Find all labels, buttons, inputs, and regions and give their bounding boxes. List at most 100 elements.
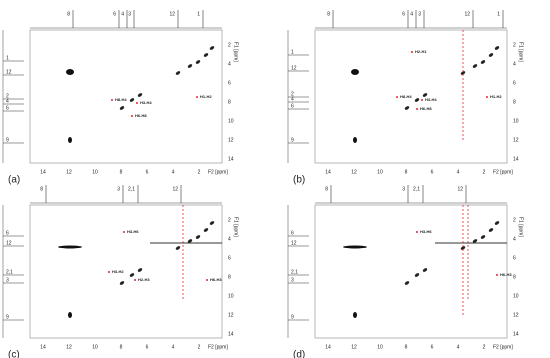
left-label: 6 <box>6 105 9 111</box>
y-tick-label: 4 <box>513 61 516 67</box>
x-tick-label: 8 <box>120 169 123 175</box>
cross-peak <box>137 268 143 272</box>
x-tick-label: 2 <box>483 169 486 175</box>
panel-label: (b) <box>293 175 305 186</box>
annotation: H6-H8 <box>135 113 147 118</box>
panel: 8 3 2,1 12 6 12 2,1 3 9 14 12 10 8 6 4 2 F2 [ppm] 2 4 6 8 10 1… <box>2 185 239 358</box>
left-label: 2,1 <box>6 269 13 275</box>
red-dot <box>416 231 418 233</box>
y-axis-label: F1 [ppm] <box>518 217 524 237</box>
cross-peak <box>404 281 410 285</box>
x-tick-label: 14 <box>325 344 331 350</box>
cross-peak <box>480 60 486 64</box>
left-label: 9 <box>291 137 294 143</box>
y-tick-label: 10 <box>513 118 519 124</box>
cross-peak <box>460 246 466 250</box>
annotation: H3-H4 <box>425 97 437 102</box>
red-dot <box>196 96 198 98</box>
red-dot <box>136 102 138 104</box>
spectrum-frame <box>29 204 223 339</box>
cross-peak <box>203 228 209 232</box>
left-label: 12 <box>291 65 297 71</box>
y-axis-label: F1 [ppm] <box>233 42 239 62</box>
top-label: 8 <box>327 11 330 17</box>
red-dot <box>421 99 423 101</box>
y-axis-label: F1 [ppm] <box>233 217 239 237</box>
red-dot <box>496 274 498 276</box>
panel-label: (d) <box>293 350 305 358</box>
x-tick-label: 6 <box>146 344 149 350</box>
top-label: 8 <box>40 186 43 192</box>
red-dot <box>206 279 208 281</box>
cross-peak <box>414 98 420 102</box>
top-label: 4 <box>121 11 124 17</box>
red-dot <box>411 51 413 53</box>
x-tick-label: 12 <box>351 169 357 175</box>
left-label: 9 <box>6 314 9 320</box>
cross-peak <box>480 235 486 239</box>
y-tick-label: 8 <box>513 274 516 280</box>
y-axis-label: F1 [ppm] <box>518 42 524 62</box>
peak-blob <box>353 312 357 318</box>
y-tick-label: 8 <box>228 274 231 280</box>
peak-blob <box>343 245 367 249</box>
x-tick-label: 10 <box>92 169 98 175</box>
spectrum-frame <box>314 204 508 339</box>
cross-peak <box>203 53 209 57</box>
spectrum-frame <box>314 29 508 164</box>
top-label: 2,1 <box>413 186 420 192</box>
x-tick-label: 4 <box>172 169 175 175</box>
y-tick-label: 8 <box>513 99 516 105</box>
left-label: 2 <box>291 91 294 97</box>
y-tick-label: 2 <box>513 42 516 48</box>
cross-peak <box>175 246 181 250</box>
top-label: 12 <box>172 186 178 192</box>
y-tick-label: 6 <box>513 255 516 261</box>
cross-peak <box>137 93 143 97</box>
cross-peak <box>404 106 410 110</box>
red-dot <box>486 96 488 98</box>
annotation: H1-H2 <box>490 94 502 99</box>
top-label: 12 <box>464 11 470 17</box>
x-tick-label: 8 <box>405 344 408 350</box>
annotation: H6-H3 <box>210 277 222 282</box>
panel-label: (c) <box>8 350 20 358</box>
x-tick-label: 12 <box>66 169 72 175</box>
annotation: H3-H6 <box>127 229 139 234</box>
top-label: 8 <box>325 186 328 192</box>
left-label: 9 <box>6 137 9 143</box>
y-tick-label: 6 <box>228 80 231 86</box>
annotation: H2-H3 <box>138 277 150 282</box>
left-label: 3 <box>6 277 9 283</box>
x-axis-label: F2 [ppm] <box>493 169 513 175</box>
red-dot <box>123 231 125 233</box>
peak-blob <box>58 245 82 249</box>
annotation: H6-H8 <box>420 106 432 111</box>
top-label: 3 <box>418 11 421 17</box>
y-tick-label: 2 <box>513 217 516 223</box>
y-tick-label: 6 <box>513 80 516 86</box>
top-label: 3 <box>117 186 120 192</box>
top-label: 12 <box>457 186 463 192</box>
cross-peak <box>414 273 420 277</box>
left-label: 12 <box>6 69 12 75</box>
y-tick-label: 12 <box>228 137 234 143</box>
x-tick-label: 4 <box>172 344 175 350</box>
annotation: H3-H2 <box>112 269 124 274</box>
x-tick-label: 8 <box>120 344 123 350</box>
cross-peak <box>119 281 125 285</box>
annotation: H3-H4 <box>140 100 152 105</box>
cross-peak <box>209 46 215 50</box>
cross-peak <box>488 228 494 232</box>
y-tick-label: 8 <box>228 99 231 105</box>
peak-blob <box>68 312 72 318</box>
peak-blob <box>351 69 359 75</box>
cross-peak <box>494 46 500 50</box>
cross-peak <box>488 53 494 57</box>
cross-peak <box>175 71 181 75</box>
red-dot <box>396 96 398 98</box>
x-tick-label: 14 <box>40 344 46 350</box>
y-tick-label: 12 <box>228 312 234 318</box>
annotation: H8-H4 <box>115 97 127 102</box>
